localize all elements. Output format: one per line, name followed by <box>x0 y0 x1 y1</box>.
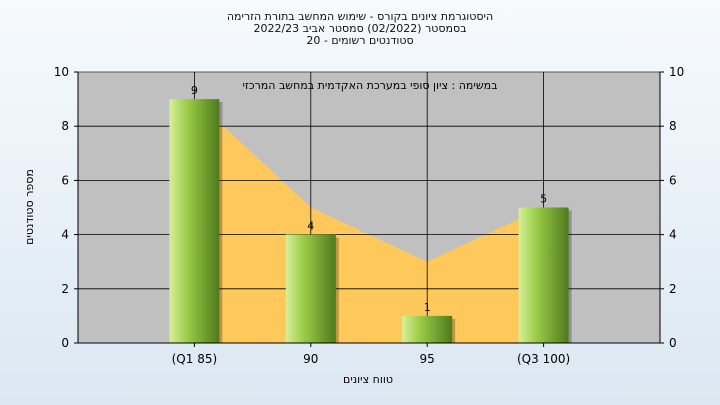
chart-title-line-3: סטודנטים רשומים - 20 <box>306 34 414 47</box>
y-axis-label: מספר סטודנטים <box>23 169 36 245</box>
data-label: 1 <box>424 301 431 314</box>
chart-title-line-2: בסמסטר (02/2022) סמסטר אביב 2022/23 <box>253 22 467 35</box>
y-tick-label-right: 0 <box>669 336 677 350</box>
x-axis-label: טווח ציונים <box>343 373 393 386</box>
area-series <box>194 99 544 343</box>
x-tick-label: (Q1 85) <box>172 352 218 366</box>
data-label: 9 <box>191 84 198 97</box>
y-tick-label-right: 6 <box>669 173 677 187</box>
y-tick-label-right: 8 <box>669 119 677 133</box>
y-tick-label-left: 4 <box>61 228 69 242</box>
data-label: 4 <box>307 220 314 233</box>
bar <box>518 207 569 343</box>
y-tick-label-right: 4 <box>669 228 677 242</box>
y-tick-label-left: 2 <box>61 282 69 296</box>
data-label: 5 <box>540 193 547 206</box>
y-tick-label-left: 10 <box>54 65 69 79</box>
y-tick-label-left: 8 <box>61 119 69 133</box>
bar <box>285 234 336 343</box>
x-tick-label: (Q3 100) <box>517 352 570 366</box>
x-tick-label: 95 <box>420 352 435 366</box>
y-tick-label-right: 2 <box>669 282 677 296</box>
y-tick-label-left: 6 <box>61 173 69 187</box>
chart-title-line-1: היסטוגרמת ציונים בקורס - שימוש המחשב בתו… <box>226 10 494 23</box>
y-tick-label-right: 10 <box>669 65 684 79</box>
bar <box>402 315 453 343</box>
x-tick-label: 90 <box>303 352 318 366</box>
y-tick-label-left: 0 <box>61 336 69 350</box>
chart-annotation: במשימה : ציון סופי במערכת האקדמית במחשב … <box>243 79 498 92</box>
bar <box>169 99 220 343</box>
